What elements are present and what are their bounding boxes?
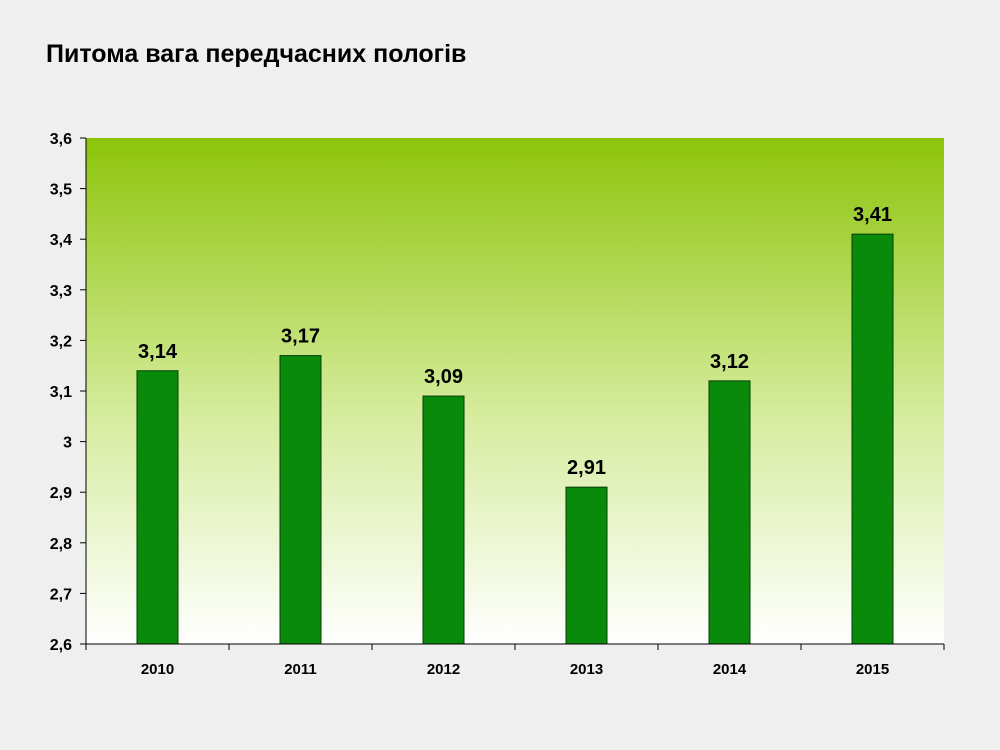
bar-2011 — [279, 355, 322, 645]
bar-2015 — [851, 233, 894, 645]
y-tick-label: 2,9 — [50, 485, 72, 502]
x-category-label: 2014 — [713, 661, 747, 678]
data-label-2010: 3,14 — [138, 341, 178, 363]
x-category-label: 2010 — [141, 661, 174, 678]
y-tick-label: 2,8 — [50, 536, 72, 553]
y-tick-label: 3,2 — [50, 333, 72, 350]
data-label-2015: 3,41 — [853, 204, 892, 226]
chart-title: Питома вага передчасних пологів — [46, 40, 467, 68]
data-label-2011: 3,17 — [281, 326, 320, 348]
y-tick-label: 3,4 — [50, 232, 72, 249]
bar-2012 — [422, 395, 465, 645]
y-tick-label: 3,3 — [50, 283, 72, 300]
bar-2014 — [708, 380, 751, 645]
x-category-label: 2011 — [284, 661, 317, 678]
data-label-2014: 3,12 — [710, 351, 749, 373]
x-category-label: 2013 — [570, 661, 603, 678]
y-tick-label: 3,5 — [50, 182, 72, 199]
y-tick-label: 2,6 — [50, 637, 72, 654]
plot-area — [86, 138, 944, 644]
y-tick-label: 2,7 — [50, 586, 72, 603]
data-label-2013: 2,91 — [567, 457, 606, 479]
x-category-label: 2015 — [856, 661, 889, 678]
bar-2010 — [136, 370, 179, 645]
y-tick-label: 3,1 — [50, 384, 72, 401]
bar-2013 — [565, 486, 608, 645]
data-label-2012: 3,09 — [424, 366, 463, 388]
y-tick-label: 3 — [63, 435, 72, 452]
x-category-label: 2012 — [427, 661, 460, 678]
y-tick-label: 3,6 — [50, 131, 72, 148]
